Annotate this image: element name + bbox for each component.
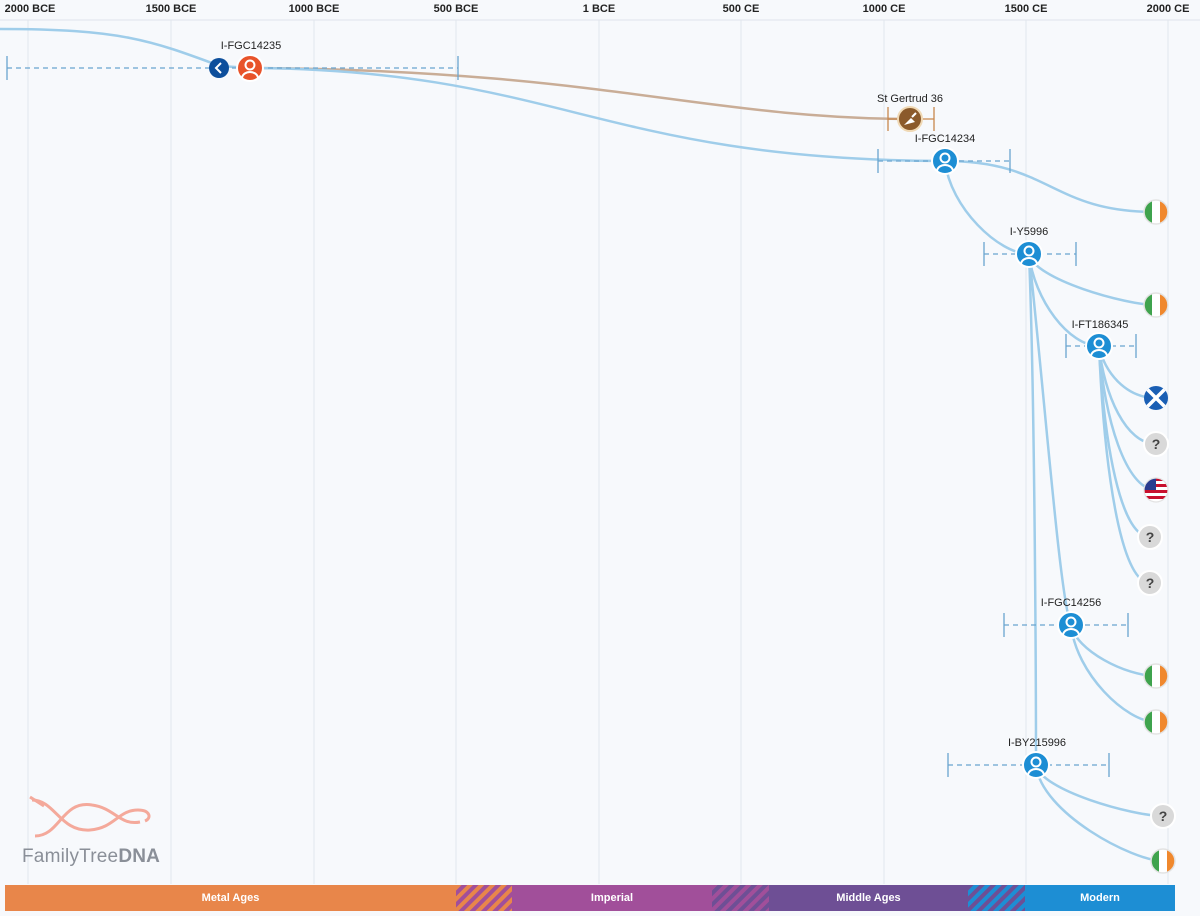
ireland-flag-icon[interactable] — [1143, 709, 1169, 735]
node-fgc14234-person-icon[interactable] — [931, 147, 959, 175]
axis-label-8: 2000 CE — [1146, 3, 1190, 15]
unknown-country-icon[interactable]: ? — [1150, 803, 1176, 829]
era-modern: Modern — [1025, 885, 1175, 911]
node-ft186345-person-icon[interactable] — [1085, 332, 1113, 360]
ireland-flag-icon[interactable] — [1143, 199, 1169, 225]
node-layer: ???? — [209, 54, 1176, 874]
svg-text:?: ? — [1152, 436, 1161, 452]
branch-y5996 — [943, 160, 1030, 256]
era-transition-1 — [456, 885, 512, 911]
node-y5996-person-icon[interactable] — [1015, 240, 1043, 268]
date-range-bars — [6, 56, 1137, 777]
era-transition-5 — [968, 885, 1025, 911]
node-st-gertrud-trowel-icon[interactable] — [897, 106, 923, 132]
ireland-flag-icon[interactable] — [1143, 663, 1169, 689]
branch-lines — [0, 27, 1164, 863]
axis-label-6: 1000 CE — [862, 3, 906, 15]
unknown-country-icon[interactable]: ? — [1143, 431, 1169, 457]
axis-label-2: 1000 BCE — [288, 3, 340, 15]
era-middle-ages: Middle Ages — [769, 885, 968, 911]
branch-st-gertrud — [249, 66, 911, 121]
svg-text:?: ? — [1146, 575, 1155, 591]
ireland-flag-icon[interactable] — [1150, 848, 1176, 874]
axis-label-1: 1500 BCE — [145, 3, 197, 15]
usa-flag-icon[interactable] — [1143, 477, 1169, 503]
node-label-by215996[interactable]: I-BY215996 — [1007, 737, 1067, 749]
branch-leaf-ireland-2 — [1027, 253, 1157, 307]
branch-leaf-ireland-3 — [1069, 624, 1157, 678]
node-label-y5996[interactable]: I-Y5996 — [1009, 226, 1049, 238]
branch-fgc14256 — [1027, 253, 1073, 626]
axis-label-7: 1500 CE — [1004, 3, 1048, 15]
scotland-flag-icon[interactable] — [1144, 386, 1168, 410]
unknown-country-icon[interactable]: ? — [1137, 524, 1163, 550]
branch-leaf-unknown-4 — [1034, 764, 1164, 818]
node-label-fgc14235[interactable]: I-FGC14235 — [220, 40, 282, 52]
branch-fgc14234 — [249, 66, 946, 163]
range-fgc14235 — [6, 56, 459, 80]
node-label-fgc14256[interactable]: I-FGC14256 — [1040, 597, 1102, 609]
node-label-st-gertrud[interactable]: St Gertrud 36 — [876, 93, 944, 105]
axis-label-0: 2000 BCE — [4, 3, 56, 15]
axis-label-4: 1 BCE — [582, 3, 616, 15]
svg-text:?: ? — [1146, 529, 1155, 545]
logo-brand-bold: DNA — [118, 846, 161, 867]
familytreedna-logo: FamilyTreeDNA — [22, 846, 160, 868]
branch-by215996 — [1027, 253, 1038, 766]
range-ft186345 — [1065, 334, 1137, 358]
range-fgc14256 — [1003, 613, 1129, 637]
logo-brand-light: FamilyTree — [22, 846, 119, 867]
node-fgc14235-person-icon[interactable] — [236, 54, 264, 82]
era-metal-ages: Metal Ages — [5, 885, 456, 911]
node-fgc14256-person-icon[interactable] — [1057, 611, 1085, 639]
branch-root — [0, 27, 251, 70]
node-by215996-person-icon[interactable] — [1022, 751, 1050, 779]
svg-text:?: ? — [1159, 808, 1168, 824]
ireland-flag-icon[interactable] — [1143, 292, 1169, 318]
range-by215996 — [947, 753, 1110, 777]
unknown-country-icon[interactable]: ? — [1137, 570, 1163, 596]
time-gridlines — [0, 19, 1200, 884]
back-chevron-left-icon[interactable] — [209, 58, 229, 78]
familytreedna-logo-mark — [29, 795, 151, 838]
branch-leaf-ireland-5 — [1034, 764, 1164, 863]
axis-label-3: 500 BCE — [433, 3, 479, 15]
axis-label-5: 500 CE — [722, 3, 760, 15]
branch-leaf-ireland-1 — [944, 159, 1157, 214]
node-label-fgc14234[interactable]: I-FGC14234 — [914, 133, 976, 145]
node-label-ft186345[interactable]: I-FT186345 — [1071, 319, 1129, 331]
era-imperial: Imperial — [512, 885, 712, 911]
era-transition-3 — [712, 885, 769, 911]
